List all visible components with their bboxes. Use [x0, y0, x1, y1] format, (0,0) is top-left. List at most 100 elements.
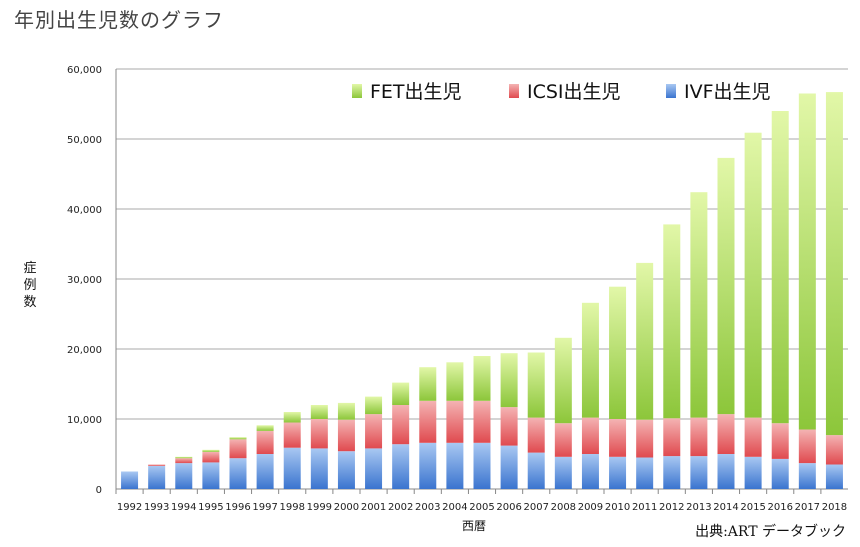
x-tick-label: 2000	[334, 502, 359, 513]
x-tick-label: 2006	[496, 502, 521, 513]
bar-segment	[175, 463, 193, 489]
bar-segment	[717, 454, 735, 489]
bar-segment	[663, 418, 681, 457]
bar-segment	[337, 451, 355, 489]
bar-segment	[690, 417, 708, 457]
bar-segment	[581, 454, 599, 489]
bar-segment	[446, 442, 464, 489]
bar-segment	[202, 462, 220, 489]
bar-segment	[310, 448, 328, 489]
bar-segment	[392, 382, 410, 405]
bar-segment	[500, 407, 518, 446]
y-tick-label: 40,000	[67, 205, 102, 216]
x-tick-label: 2008	[551, 502, 576, 513]
bar-segment	[744, 132, 762, 418]
x-tick-label: 2017	[795, 502, 820, 513]
bar-segment	[825, 435, 843, 465]
x-tick-label: 2004	[442, 502, 467, 513]
bar-segment	[310, 419, 328, 449]
x-tick-label: 1996	[225, 502, 250, 513]
bar-segment	[202, 449, 220, 452]
x-tick-label: 2013	[686, 502, 711, 513]
bar-segment	[148, 464, 166, 466]
bar-segment	[473, 356, 491, 401]
bar-segment	[419, 367, 437, 401]
bar-segment	[202, 451, 220, 463]
y-axis-ticks: 0 10,000 20,000 30,000 40,000 50,000 60,000	[67, 65, 102, 496]
bar-segment	[609, 456, 627, 489]
bar-segment	[609, 286, 627, 419]
bar-segment	[337, 419, 355, 452]
y-axis-label-char: 数	[23, 295, 36, 310]
bar-segment	[283, 422, 301, 448]
legend-swatch	[666, 84, 676, 98]
x-tick-label: 2012	[659, 502, 684, 513]
x-tick-label: 2014	[713, 502, 738, 513]
y-tick-label: 20,000	[67, 345, 102, 356]
x-tick-label: 2005	[469, 502, 494, 513]
bar-segment	[744, 417, 762, 457]
x-tick-label: 2018	[822, 502, 847, 513]
bar-segment	[717, 414, 735, 454]
x-axis-ticks: 1992 1993 1994 1995 1996 1997 1998 1999 2000 2001…	[115, 489, 847, 513]
x-tick-label: 1999	[307, 502, 332, 513]
bar-segment	[365, 448, 383, 489]
bar-segment	[121, 471, 139, 489]
bar-segment	[663, 456, 681, 489]
bar-segment	[365, 414, 383, 449]
legend-label: ICSI出生児	[527, 81, 621, 103]
y-tick-label: 0	[96, 485, 102, 496]
bar-segment	[636, 419, 654, 458]
chart-title: 年別出生児数のグラフ	[14, 8, 224, 32]
bar-segment	[473, 442, 491, 489]
y-tick-label: 60,000	[67, 65, 102, 76]
y-tick-label: 10,000	[67, 415, 102, 426]
legend: FET出生児 ICSI出生児 IVF出生児	[352, 81, 771, 103]
bar-segment	[365, 396, 383, 415]
bar-segment	[609, 419, 627, 457]
y-tick-label: 30,000	[67, 275, 102, 286]
bar-segment	[148, 465, 166, 489]
bar-segment	[229, 458, 247, 489]
x-tick-label: 2001	[361, 502, 386, 513]
bar-segment	[554, 423, 572, 457]
bar-segment	[663, 224, 681, 419]
y-axis-label-char: 症	[23, 261, 36, 276]
bar-segment	[798, 93, 816, 430]
bar-segment	[256, 454, 274, 489]
bar-segment	[283, 412, 301, 423]
bar-segment	[798, 463, 816, 489]
legend-label: IVF出生児	[684, 81, 771, 103]
bar-segment	[636, 262, 654, 420]
bar-segment	[500, 353, 518, 408]
bar-segment	[256, 425, 274, 431]
bar-segment	[825, 92, 843, 436]
bar-segment	[636, 457, 654, 489]
bar-segment	[771, 458, 789, 489]
bar-segment	[229, 437, 247, 440]
bar-segment	[500, 445, 518, 489]
bar-segment	[527, 417, 545, 453]
x-tick-label: 1998	[279, 502, 304, 513]
x-tick-label: 2010	[605, 502, 630, 513]
x-tick-label: 2003	[415, 502, 440, 513]
x-tick-label: 2016	[767, 502, 792, 513]
bar-segment	[771, 423, 789, 459]
bar-segment	[175, 456, 193, 459]
bar-segment	[554, 456, 572, 489]
bar-segment	[690, 192, 708, 418]
bar-segment	[419, 442, 437, 489]
legend-swatch	[509, 84, 519, 98]
bar-segment	[446, 362, 464, 401]
bar-segment	[229, 439, 247, 459]
legend-label: FET出生児	[370, 81, 462, 103]
bar-segment	[527, 452, 545, 489]
x-tick-label: 1994	[171, 502, 196, 513]
y-axis-label-char: 例	[23, 278, 36, 293]
x-tick-label: 1992	[117, 502, 142, 513]
bar-segment	[256, 430, 274, 454]
bar-segment	[825, 464, 843, 489]
x-axis-label: 西暦	[462, 519, 486, 533]
bar-segment	[419, 400, 437, 443]
